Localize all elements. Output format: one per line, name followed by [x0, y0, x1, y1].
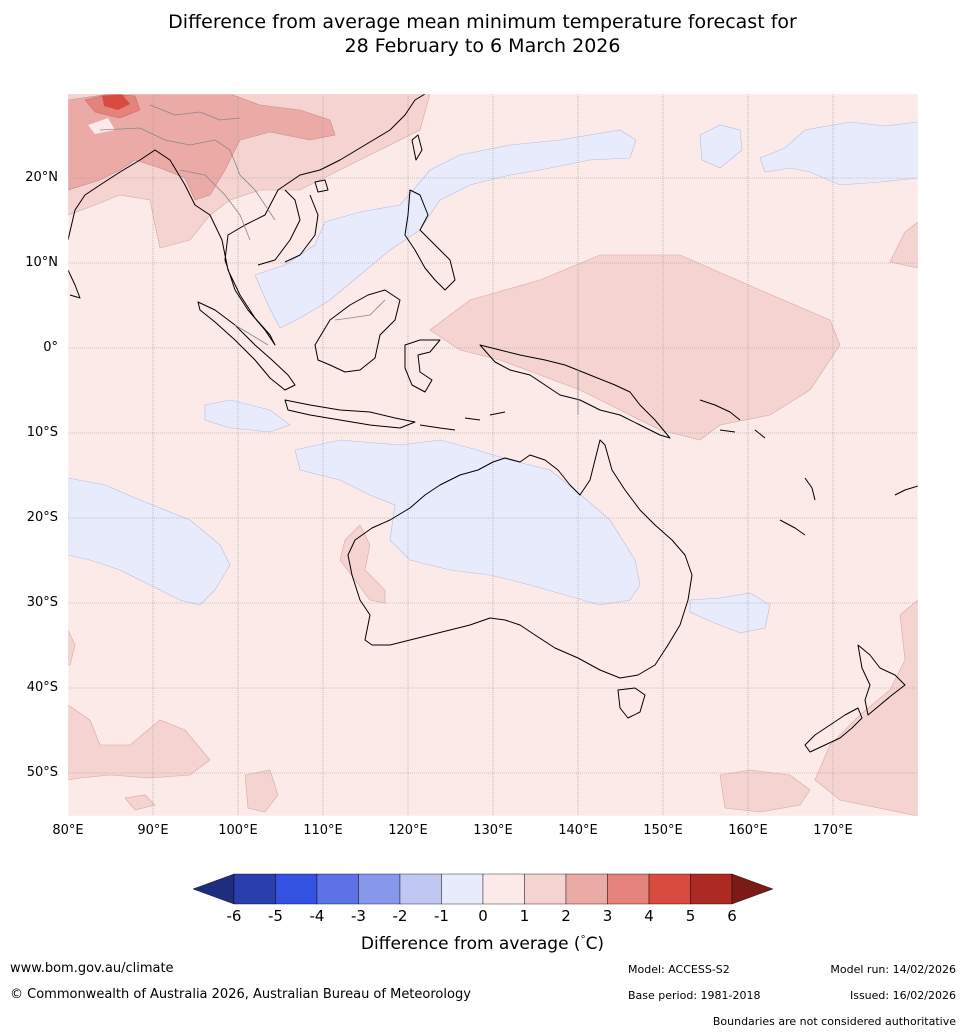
coastline-india-east: [68, 269, 81, 299]
colorbar-tick: 5: [685, 907, 696, 925]
colorbar-tick: -2: [392, 907, 408, 925]
model-text: Model: ACCESS-S2: [628, 963, 730, 976]
coastline-nz-north: [857, 644, 906, 716]
colorbar-bin: [524, 873, 567, 905]
coastline-indochina-gulf: [257, 189, 319, 266]
coastline-nz-south: [804, 707, 863, 753]
lon-label: 160°E: [728, 823, 768, 838]
anomaly-region-warm-south-small: [124, 769, 279, 813]
anomaly-region-warm-south-central: [719, 769, 811, 813]
anomaly-region-warm-wa-coast: [339, 524, 386, 604]
anomaly-region-hottest: [102, 94, 130, 110]
lon-label: 100°E: [218, 823, 258, 838]
coastline-vanuatu: [779, 477, 816, 536]
coastline-lesser-sunda: [419, 411, 506, 431]
lon-label: 130°E: [473, 823, 513, 838]
anomaly-region-cool-indochina: [254, 129, 637, 329]
colorbar-tick: -6: [226, 907, 242, 925]
coastline-taiwan: [411, 134, 423, 161]
issued-text: Issued: 16/02/2026: [849, 989, 956, 1002]
colorbar-bin: [233, 873, 276, 905]
anomaly-region-cool-australia: [294, 439, 641, 606]
colorbar-bin: [607, 873, 650, 905]
colorbar-bin: [275, 873, 318, 905]
map-frame: [67, 93, 919, 817]
colorbar-tick: -3: [351, 907, 366, 925]
lat-label: 10°S: [26, 425, 58, 440]
colorbar-bin: [482, 873, 525, 905]
colorbar-tick: 2: [561, 907, 571, 925]
colorbar-unit: C): [585, 934, 605, 954]
lon-label: 80°E: [52, 823, 84, 838]
coastline-sulawesi: [404, 339, 441, 393]
colorbar-bin: [690, 873, 733, 905]
anomaly-region-warmer-asia: [68, 94, 336, 201]
lon-label: 120°E: [388, 823, 428, 838]
website-link[interactable]: www.bom.gov.au/climate: [10, 961, 174, 976]
anomaly-region-warm-new-zealand: [814, 599, 918, 816]
colorbar-extend-high: [731, 873, 774, 905]
colorbar-tick: 1: [519, 907, 530, 925]
model-run-text: Model run: 14/02/2026: [830, 963, 956, 976]
coastline-fiji: [894, 485, 918, 496]
coastline-sumatra: [197, 301, 296, 391]
colorbar-bin: [441, 873, 484, 905]
lat-label: 20°S: [26, 510, 58, 525]
lon-label: 110°E: [303, 823, 343, 838]
lon-label: 90°E: [137, 823, 169, 838]
map-graticule: [68, 94, 918, 816]
colorbar-bin: [648, 873, 691, 905]
lat-label: 10°N: [25, 255, 58, 270]
anomaly-region-cool-patch-asia: [88, 118, 115, 134]
colorbar-tick: 4: [644, 907, 654, 925]
colorbar-bin: [358, 873, 401, 905]
colorbar-extend-low: [192, 873, 235, 905]
lat-label: 50°S: [26, 765, 58, 780]
coastline-borneo: [314, 289, 401, 373]
coastline-solomons: [699, 399, 766, 439]
colorbar-label: Difference from average (°C): [0, 934, 965, 954]
copyright-text: © Commonwealth of Australia 2026, Austra…: [10, 987, 471, 1002]
anomaly-region-warm-pacific: [429, 254, 841, 441]
colorbar-tick: -5: [268, 907, 283, 925]
anomaly-region-warm-west-edge: [68, 221, 918, 666]
country-borders-islands: [234, 299, 579, 415]
coastline-java: [284, 399, 416, 429]
country-borders-asia: [99, 104, 276, 241]
map-title-line1: Difference from average mean minimum tem…: [168, 11, 797, 33]
colorbar-bin: [316, 873, 359, 905]
anomaly-region-cool-indian-ocean: [68, 477, 231, 606]
colorbar-label-text: Difference from average (: [360, 934, 581, 954]
colorbar-unit-degree: °: [580, 934, 586, 946]
coastline-asia: [68, 94, 426, 346]
colorbar-tick: 3: [602, 907, 613, 925]
anomaly-region-cool-small-indian: [204, 399, 291, 433]
lat-label: 30°S: [26, 595, 58, 610]
disclaimer-text: Boundaries are not considered authoritat…: [712, 1015, 956, 1028]
coastline-tasmania: [617, 687, 646, 719]
coastline-hainan: [314, 179, 329, 193]
colorbar-bin: [565, 873, 608, 905]
lat-label: 0°: [43, 340, 58, 355]
colorbar-tick: 6: [727, 907, 737, 925]
lon-label: 150°E: [643, 823, 683, 838]
colorbar-tick: -1: [434, 907, 449, 925]
coastline-new-guinea: [479, 344, 671, 439]
colorbar-bin: [399, 873, 442, 905]
coastline-philippines: [404, 189, 456, 291]
base-period-text: Base period: 1981-2018: [628, 989, 761, 1002]
map-title-line2: 28 February to 6 March 2026: [344, 35, 621, 57]
colorbar: [192, 873, 774, 905]
anomaly-region-cool-pacific-2: [759, 121, 918, 186]
coastline-australia: [347, 439, 693, 679]
colorbar-tick: 0: [478, 907, 488, 925]
anomaly-region-warm-southern-ocean: [68, 704, 211, 781]
colorbar-tick: -4: [309, 907, 325, 925]
lon-label: 170°E: [813, 823, 853, 838]
lat-label: 40°S: [26, 680, 58, 695]
lat-label: 20°N: [25, 170, 58, 185]
anomaly-region-cool-pacific-1: [699, 124, 743, 169]
lon-label: 140°E: [558, 823, 598, 838]
